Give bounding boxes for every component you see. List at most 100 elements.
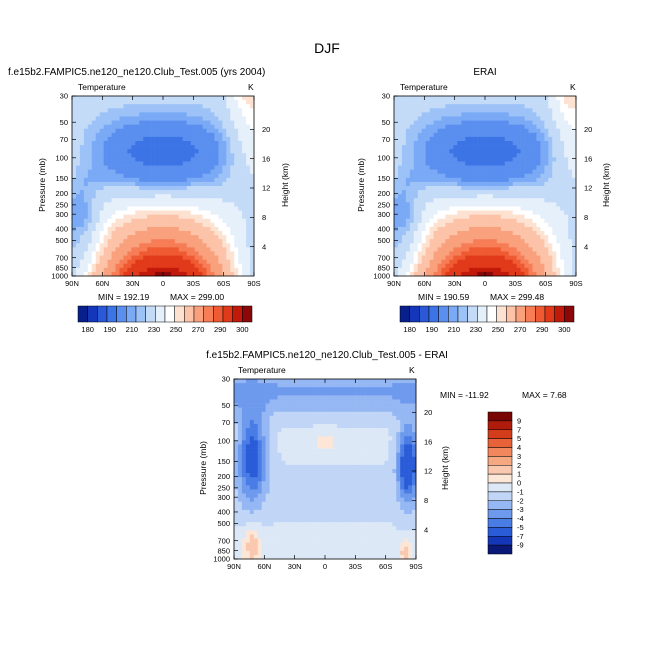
heat-cell [544, 96, 549, 101]
heat-cell [194, 206, 199, 211]
heat-cell [107, 206, 112, 211]
y-tick-label: 50 [60, 118, 68, 127]
heat-cell [210, 124, 215, 130]
heat-cell [453, 226, 458, 232]
heat-cell [405, 202, 411, 207]
heat-cell [568, 226, 573, 232]
heat-cell [417, 169, 422, 175]
x-tick-label: 0 [483, 279, 487, 288]
heat-cell [155, 145, 160, 150]
heat-cell [75, 104, 81, 109]
heat-cell [250, 132, 255, 138]
heat-cell [492, 161, 498, 166]
panel2-max: MAX = 299.48 [490, 292, 544, 302]
heat-cell [441, 104, 446, 109]
heat-cell [560, 251, 565, 256]
heat-cell [246, 214, 251, 220]
heat-cell [397, 173, 403, 179]
heat-cell [465, 194, 470, 199]
heat-cell [190, 194, 195, 199]
heat-cell [532, 177, 537, 183]
heat-cell [433, 267, 438, 273]
heat-cell [245, 444, 251, 449]
heat-cell [528, 263, 533, 269]
heat-cell [473, 226, 478, 232]
heat-cell [568, 267, 573, 273]
heat-cell [95, 186, 100, 191]
heat-cell [504, 112, 510, 117]
heat-cell [536, 226, 541, 232]
heat-cell [477, 194, 482, 199]
heat-cell [214, 226, 219, 232]
heat-cell [103, 251, 108, 256]
heat-cell [111, 141, 116, 146]
heat-cell [429, 194, 434, 199]
heat-cell [536, 149, 541, 154]
heat-cell [417, 210, 422, 215]
heat-cell [544, 198, 549, 203]
heat-cell [340, 387, 346, 392]
heat-cell [313, 419, 318, 425]
heat-cell [261, 428, 266, 433]
y-tick-label: 400 [55, 225, 68, 234]
y-tick-label: 70 [60, 135, 68, 144]
heat-cell [473, 222, 478, 228]
heat-cell [178, 165, 184, 170]
heat-cell [425, 112, 430, 117]
heat-cell [429, 157, 434, 162]
heat-cell [210, 128, 215, 134]
x-tick-label: 30N [448, 279, 462, 288]
heat-cell [210, 104, 215, 109]
heat-cell [348, 391, 353, 396]
heat-cell [135, 136, 140, 142]
heat-cell [174, 222, 180, 228]
heat-cell [123, 177, 128, 183]
heat-cell [336, 424, 342, 429]
heat-cell [457, 181, 462, 187]
heat-cell [536, 263, 541, 269]
heat-cell [198, 202, 203, 207]
heat-cell [305, 424, 310, 429]
heat-cell [226, 165, 231, 170]
heat-cell [206, 108, 211, 113]
heat-cell [469, 198, 474, 203]
heat-cell [524, 231, 529, 236]
heat-cell [143, 251, 148, 256]
heat-cell [107, 271, 112, 277]
heat-cell [328, 424, 334, 429]
heat-cell [218, 231, 223, 236]
heat-cell [564, 202, 569, 207]
heat-cell [91, 259, 97, 265]
heat-cell [72, 251, 77, 256]
heat-cell [163, 141, 168, 146]
heat-cell [425, 186, 430, 191]
heat-cell [453, 194, 458, 199]
heat-cell [119, 104, 124, 109]
heat-cell [234, 181, 239, 187]
heat-cell [257, 383, 262, 388]
heat-cell [246, 112, 251, 117]
heat-cell [412, 440, 417, 445]
heat-cell [238, 120, 243, 125]
heat-cell [127, 132, 132, 138]
heat-cell [159, 210, 164, 215]
heat-cell [485, 194, 490, 199]
heat-cell [392, 383, 397, 388]
heat-cell [95, 222, 100, 228]
heat-cell [376, 432, 381, 437]
heat-cell [79, 263, 85, 269]
heat-cell [409, 259, 415, 265]
heat-cell [265, 428, 270, 433]
heat-cell [508, 181, 513, 187]
colorbar-label: 290 [536, 325, 549, 334]
heat-cell [508, 263, 513, 269]
heat-cell [552, 161, 557, 166]
heat-cell [127, 177, 132, 183]
heat-cell [241, 407, 247, 413]
heat-cell [293, 391, 298, 396]
heat-cell [540, 190, 545, 195]
heat-cell [163, 235, 168, 240]
heat-cell [552, 96, 557, 101]
heat-cell [401, 222, 407, 228]
heat-cell [206, 271, 211, 277]
